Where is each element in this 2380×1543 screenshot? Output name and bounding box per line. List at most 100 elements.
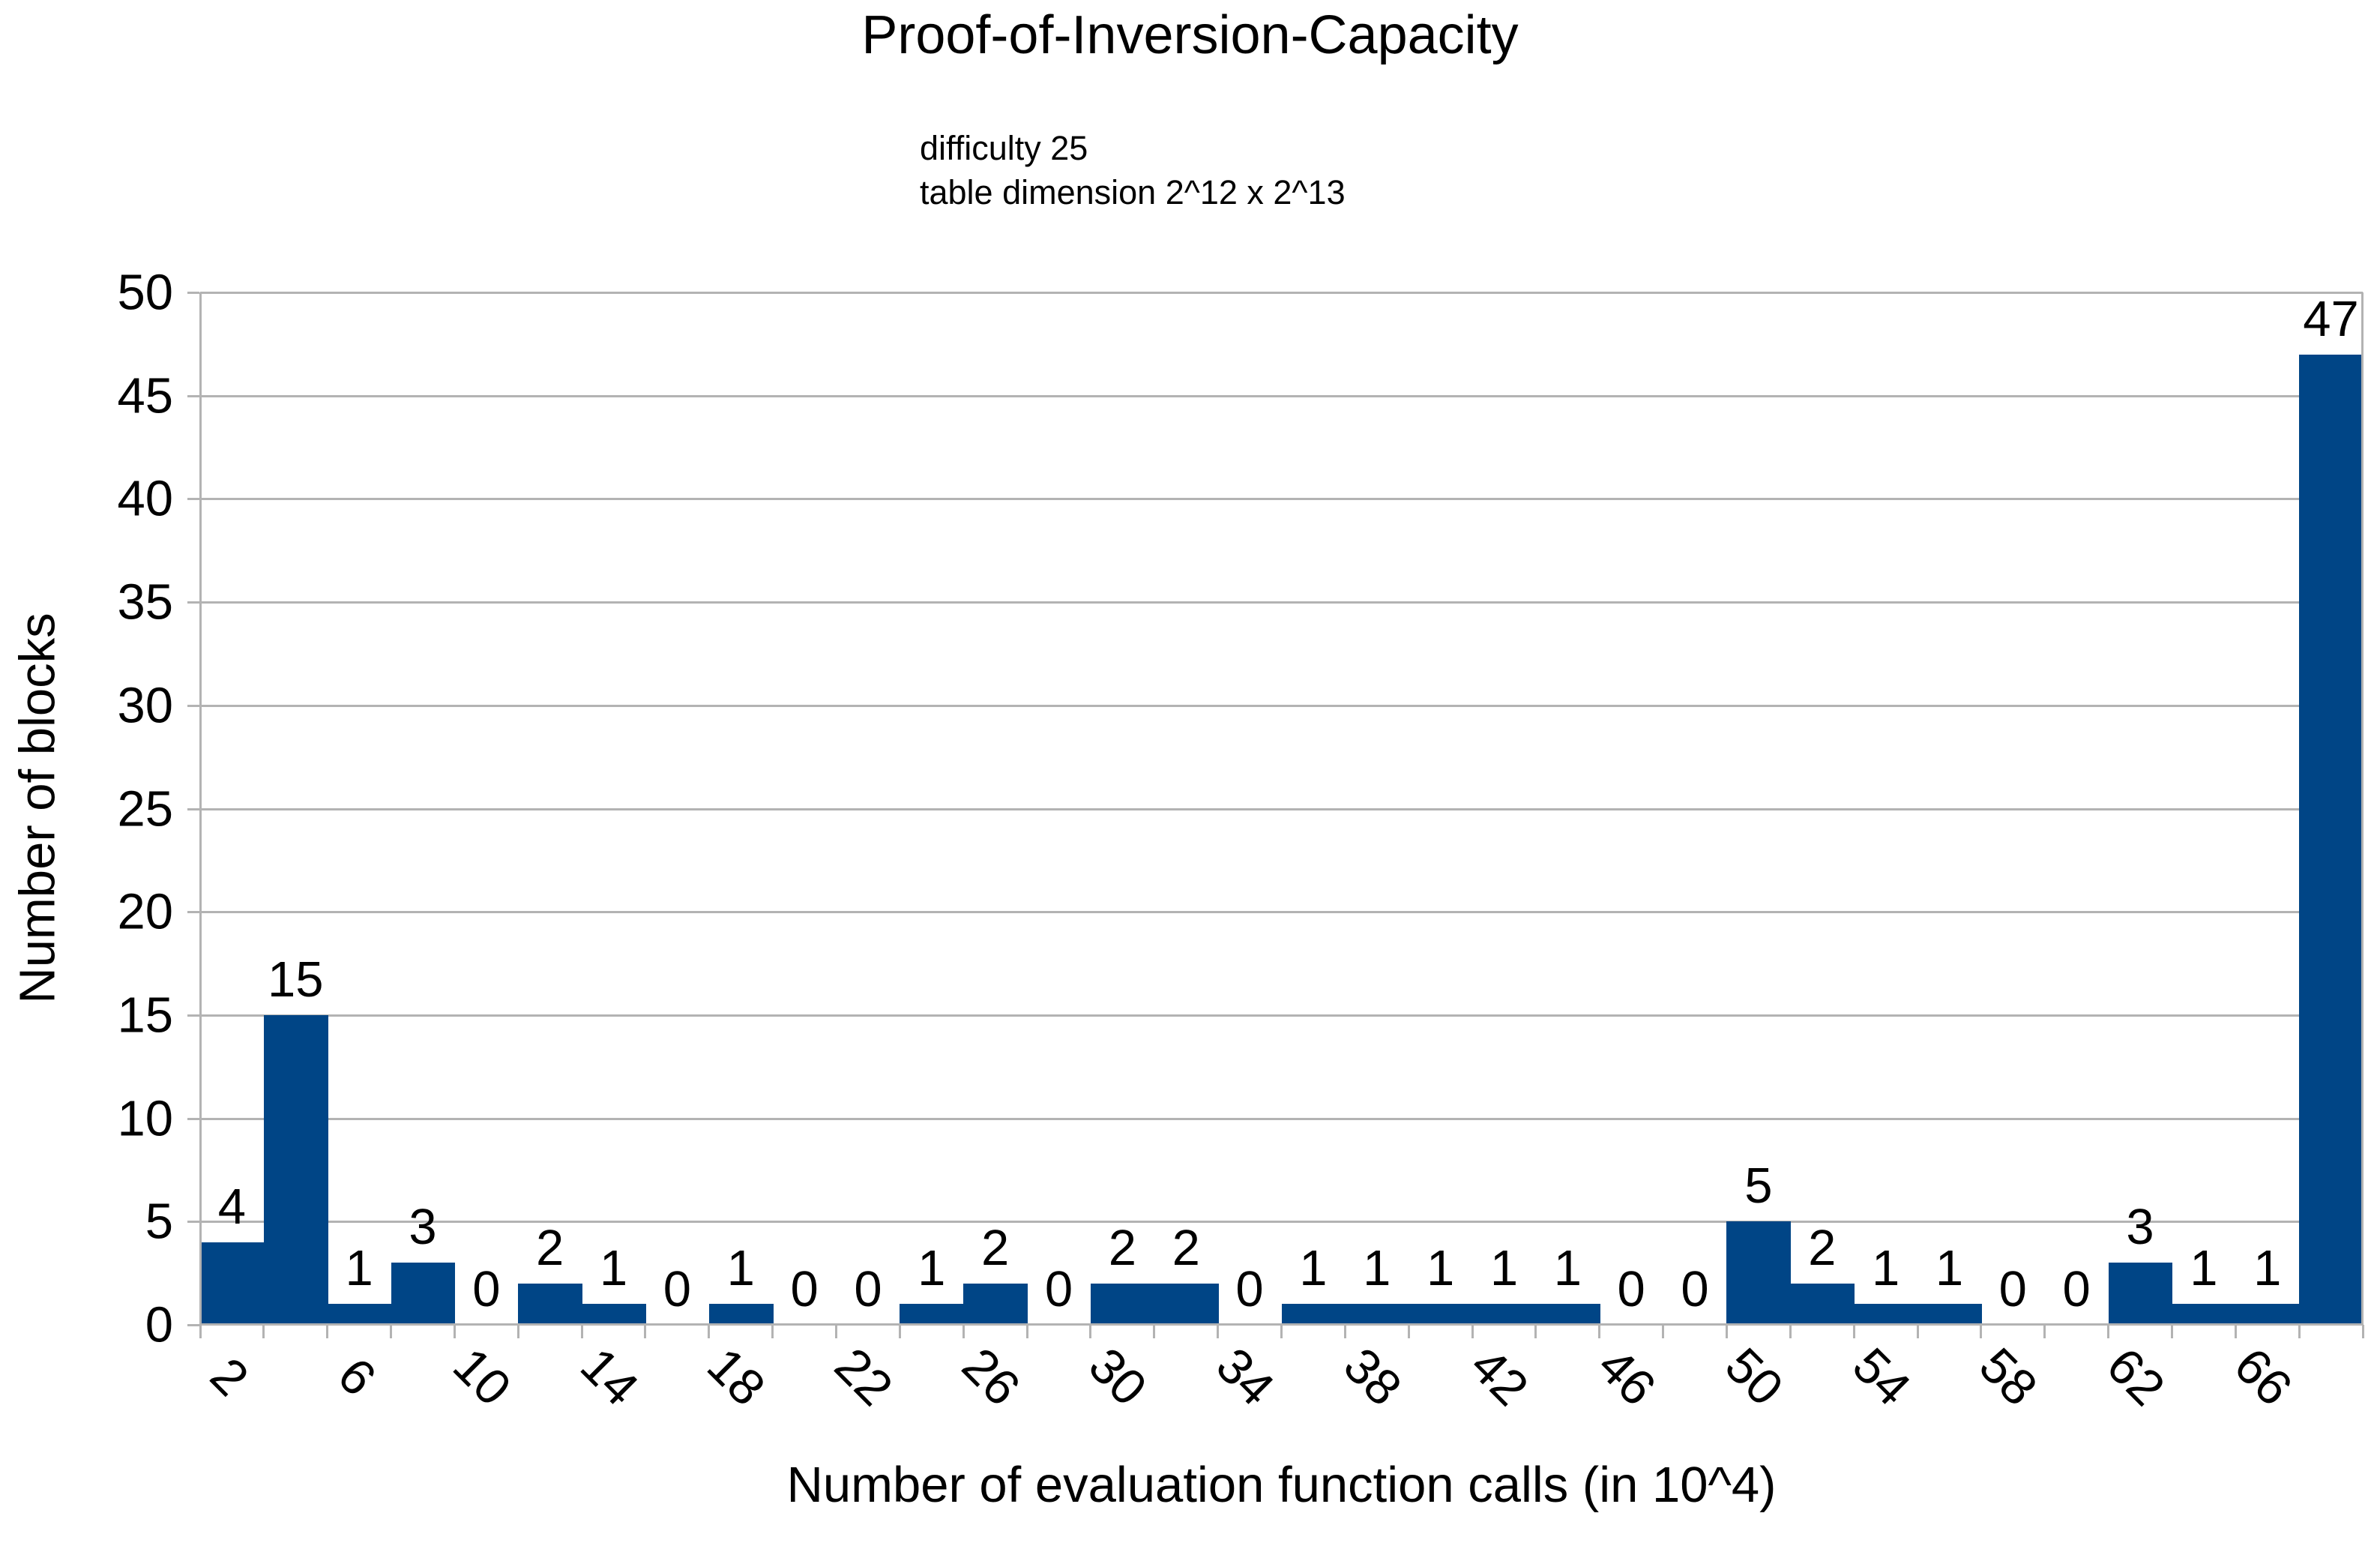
x-tick-label-46: 46 — [1587, 1337, 1667, 1417]
bar-value-label-18: 1 — [726, 1240, 755, 1297]
x-tick-label-30: 30 — [1078, 1337, 1158, 1417]
y-tick-label-5: 5 — [145, 1193, 173, 1250]
y-tick-label-35: 35 — [117, 574, 173, 631]
bar-value-label-50: 5 — [1744, 1158, 1773, 1215]
bar-18 — [708, 1304, 774, 1325]
gridline-y-15 — [200, 1014, 2363, 1017]
bar-44 — [1535, 1304, 1600, 1325]
x-tick-mark-28 — [1980, 1325, 1983, 1338]
x-tick-mark-33 — [2298, 1325, 2301, 1338]
bar-54 — [1854, 1304, 1919, 1325]
bar-24 — [900, 1304, 965, 1325]
bar-value-label-6: 1 — [345, 1240, 373, 1297]
bar-68 — [2299, 354, 2364, 1325]
bar-value-label-10: 0 — [472, 1261, 501, 1317]
chart-title: Proof-of-Inversion-Capacity — [861, 5, 1519, 65]
plot-border-right — [2361, 292, 2364, 1325]
x-tick-label-22: 22 — [824, 1337, 903, 1417]
x-tick-mark-22 — [1598, 1325, 1601, 1338]
y-tick-label-45: 45 — [117, 367, 173, 424]
y-tick-mark-50 — [187, 292, 199, 294]
bar-value-label-38: 1 — [1363, 1240, 1391, 1297]
bar-value-label-32: 2 — [1172, 1219, 1200, 1276]
y-tick-label-40: 40 — [117, 470, 173, 527]
bar-value-label-20: 0 — [790, 1261, 819, 1317]
x-tick-label-2: 2 — [199, 1347, 260, 1407]
y-tick-mark-5 — [187, 1221, 199, 1224]
x-tick-label-54: 54 — [1841, 1337, 1921, 1417]
bar-value-label-34: 0 — [1235, 1261, 1264, 1317]
x-tick-mark-11 — [898, 1325, 901, 1338]
x-tick-mark-16 — [1217, 1325, 1220, 1338]
bar-4 — [263, 1014, 328, 1325]
bar-36 — [1281, 1304, 1346, 1325]
bar-value-label-56: 1 — [1935, 1240, 1964, 1297]
bar-value-label-68: 47 — [2303, 290, 2359, 347]
y-tick-label-25: 25 — [117, 780, 173, 837]
bar-26 — [963, 1283, 1028, 1325]
x-tick-mark-20 — [1471, 1325, 1474, 1338]
x-tick-label-10: 10 — [442, 1337, 522, 1417]
bar-value-label-22: 0 — [854, 1261, 882, 1317]
bar-value-label-12: 2 — [536, 1219, 564, 1276]
bar-56 — [1917, 1304, 1982, 1325]
gridline-y-45 — [200, 394, 2363, 397]
y-tick-label-20: 20 — [117, 883, 173, 940]
bar-8 — [391, 1263, 456, 1325]
bar-12 — [518, 1283, 583, 1325]
bar-value-label-60: 0 — [2062, 1261, 2091, 1317]
x-tick-mark-32 — [2234, 1325, 2237, 1338]
x-tick-mark-34 — [2361, 1325, 2364, 1338]
bar-42 — [1472, 1304, 1537, 1325]
y-tick-mark-45 — [187, 394, 199, 397]
x-tick-mark-30 — [2107, 1325, 2110, 1338]
x-tick-label-58: 58 — [1968, 1337, 2049, 1417]
x-tick-mark-7 — [644, 1325, 647, 1338]
x-tick-mark-10 — [835, 1325, 838, 1338]
y-tick-mark-35 — [187, 601, 199, 604]
y-tick-mark-10 — [187, 1117, 199, 1120]
bar-value-label-52: 2 — [1808, 1219, 1837, 1276]
x-tick-mark-19 — [1407, 1325, 1410, 1338]
x-tick-mark-17 — [1280, 1325, 1283, 1338]
bar-value-label-24: 1 — [918, 1240, 946, 1297]
chart-subtitle-line-2: table dimension 2^12 x 2^13 — [920, 173, 1346, 211]
x-tick-label-6: 6 — [327, 1347, 387, 1407]
y-tick-mark-25 — [187, 807, 199, 810]
x-tick-label-26: 26 — [951, 1337, 1031, 1417]
x-tick-mark-26 — [1852, 1325, 1855, 1338]
bar-value-label-48: 0 — [1681, 1261, 1709, 1317]
plot-border-top — [200, 292, 2363, 294]
x-tick-label-38: 38 — [1332, 1337, 1412, 1417]
bar-2 — [200, 1242, 265, 1325]
bar-66 — [2235, 1304, 2301, 1325]
y-tick-label-15: 15 — [117, 987, 173, 1044]
chart-subtitle: difficulty 25 table dimension 2^12 x 2^1… — [920, 126, 1346, 214]
gridline-y-40 — [200, 498, 2363, 501]
x-tick-label-66: 66 — [2223, 1337, 2303, 1417]
x-tick-mark-31 — [2170, 1325, 2173, 1338]
bar-value-label-28: 0 — [1044, 1261, 1073, 1317]
x-axis-title: Number of evaluation function calls (in … — [786, 1457, 1777, 1513]
x-tick-mark-9 — [771, 1325, 774, 1338]
bar-32 — [1154, 1283, 1219, 1325]
x-tick-mark-2 — [326, 1325, 329, 1338]
bar-value-label-4: 15 — [268, 951, 324, 1008]
gridline-y-20 — [200, 911, 2363, 914]
x-tick-label-42: 42 — [1459, 1337, 1540, 1417]
chart-subtitle-line-1: difficulty 25 — [920, 129, 1088, 167]
x-tick-label-18: 18 — [696, 1337, 777, 1417]
x-tick-mark-18 — [1343, 1325, 1346, 1338]
x-tick-label-34: 34 — [1205, 1337, 1285, 1417]
y-tick-label-30: 30 — [117, 677, 173, 734]
bar-38 — [1345, 1304, 1410, 1325]
y-tick-label-50: 50 — [117, 264, 173, 321]
bar-62 — [2108, 1263, 2173, 1325]
x-tick-mark-12 — [962, 1325, 965, 1338]
bar-value-label-2: 4 — [217, 1178, 247, 1235]
bar-50 — [1726, 1221, 1792, 1325]
bar-40 — [1409, 1304, 1474, 1325]
x-tick-mark-21 — [1534, 1325, 1537, 1338]
bar-value-label-64: 1 — [2190, 1240, 2218, 1297]
plot-area: 0 5 10 15 20 25 30 35 40 45 50 4 15 1 3 0 2 1 0 1 0 0 1 2 0 2 2 0 1 1… — [117, 268, 2364, 1416]
